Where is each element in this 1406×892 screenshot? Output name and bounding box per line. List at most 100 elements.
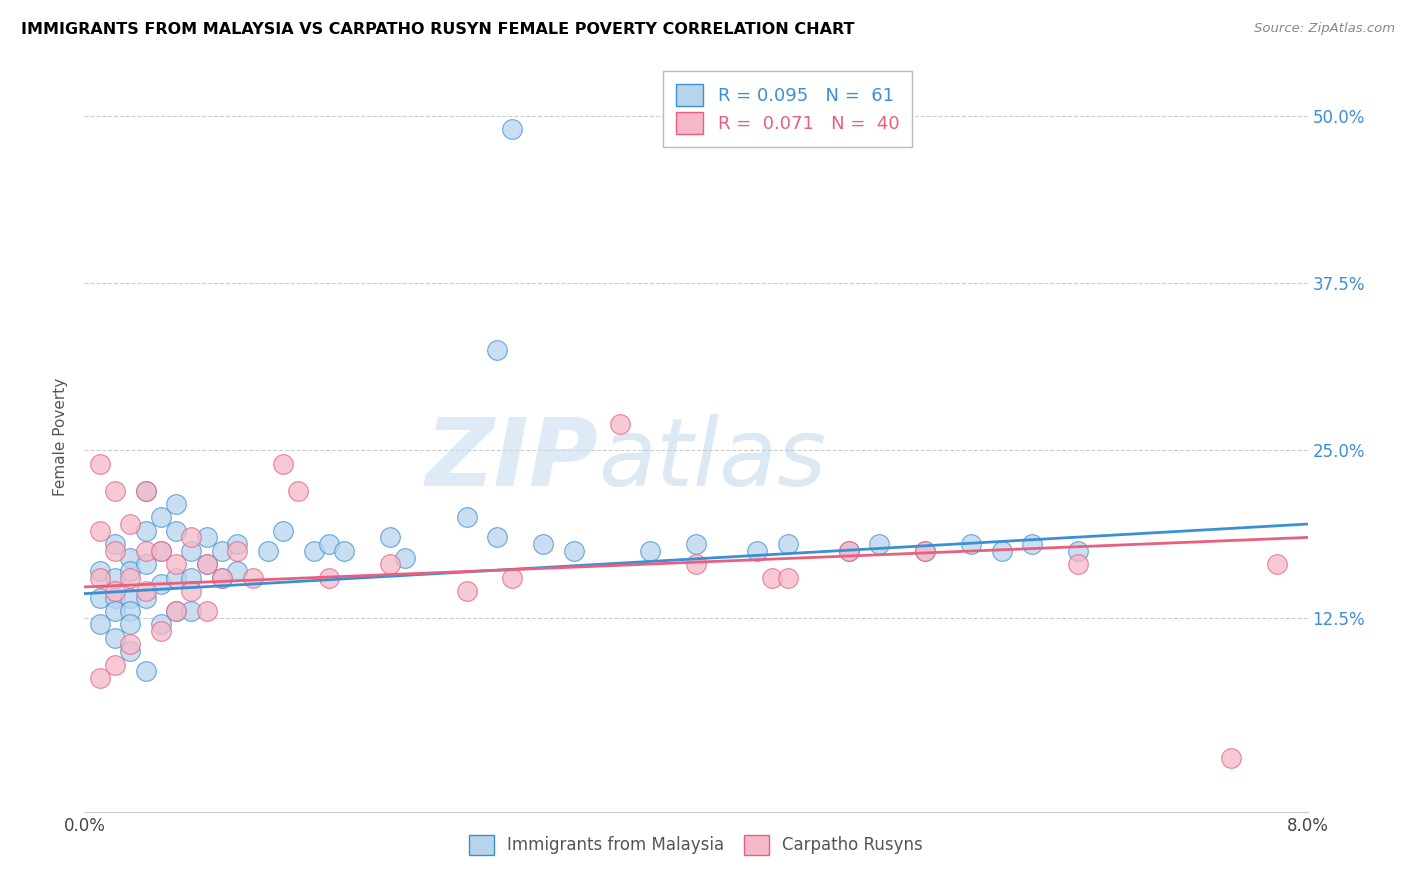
Point [914, 544, 936, 558]
Point [226, 544, 249, 558]
Point [180, 530, 202, 544]
Point [135, 557, 157, 572]
Point [638, 544, 661, 558]
Point [120, 637, 142, 651]
Point [394, 550, 416, 565]
Point [211, 571, 233, 585]
Point [242, 571, 264, 585]
Point [135, 524, 157, 538]
Point [135, 483, 157, 498]
Point [104, 591, 127, 605]
Point [89, 571, 111, 585]
Point [180, 544, 202, 558]
Point [135, 544, 157, 558]
Point [89, 564, 111, 578]
Point [104, 537, 127, 551]
Point [318, 537, 340, 551]
Point [135, 591, 157, 605]
Point [531, 537, 554, 551]
Point [180, 584, 202, 599]
Point [287, 483, 309, 498]
Point [104, 631, 127, 645]
Point [226, 537, 249, 551]
Point [195, 557, 218, 572]
Legend: Immigrants from Malaysia, Carpatho Rusyns: Immigrants from Malaysia, Carpatho Rusyn… [460, 826, 932, 863]
Text: Source: ZipAtlas.com: Source: ZipAtlas.com [1254, 22, 1395, 36]
Point [502, 571, 524, 585]
Point [104, 571, 127, 585]
Point [1220, 751, 1243, 765]
Point [89, 457, 111, 471]
Point [149, 624, 172, 639]
Point [89, 671, 111, 685]
Point [960, 537, 983, 551]
Point [1021, 537, 1043, 551]
Point [195, 557, 218, 572]
Point [456, 510, 478, 524]
Point [120, 517, 142, 532]
Point [120, 571, 142, 585]
Point [165, 524, 187, 538]
Point [104, 483, 127, 498]
Point [302, 544, 325, 558]
Point [104, 604, 127, 618]
Point [257, 544, 280, 558]
Point [104, 657, 127, 672]
Point [149, 617, 172, 632]
Point [149, 510, 172, 524]
Text: IMMIGRANTS FROM MALAYSIA VS CARPATHO RUSYN FEMALE POVERTY CORRELATION CHART: IMMIGRANTS FROM MALAYSIA VS CARPATHO RUS… [21, 22, 855, 37]
Point [149, 577, 172, 591]
Point [271, 457, 294, 471]
Point [165, 497, 187, 511]
Point [776, 537, 799, 551]
Point [226, 564, 249, 578]
Point [195, 530, 218, 544]
Point [838, 544, 860, 558]
Point [271, 524, 294, 538]
Point [165, 571, 187, 585]
Point [562, 544, 585, 558]
Point [180, 571, 202, 585]
Point [486, 530, 509, 544]
Point [685, 557, 707, 572]
Point [1067, 557, 1090, 572]
Point [135, 584, 157, 599]
Point [104, 584, 127, 599]
Point [211, 544, 233, 558]
Point [609, 417, 631, 431]
Point [149, 544, 172, 558]
Point [838, 544, 860, 558]
Point [89, 591, 111, 605]
Point [120, 564, 142, 578]
Point [747, 544, 769, 558]
Point [165, 604, 187, 618]
Point [502, 122, 524, 136]
Point [149, 544, 172, 558]
Point [120, 617, 142, 632]
Point [211, 571, 233, 585]
Point [685, 537, 707, 551]
Point [135, 664, 157, 679]
Point [380, 557, 402, 572]
Text: ZIP: ZIP [425, 414, 598, 506]
Point [776, 571, 799, 585]
Point [120, 550, 142, 565]
Point [120, 604, 142, 618]
Point [869, 537, 891, 551]
Point [1067, 544, 1090, 558]
Point [914, 544, 936, 558]
Point [180, 604, 202, 618]
Point [135, 483, 157, 498]
Point [1265, 557, 1288, 572]
Point [165, 604, 187, 618]
Point [318, 571, 340, 585]
Point [104, 544, 127, 558]
Point [456, 584, 478, 599]
Point [89, 617, 111, 632]
Point [120, 644, 142, 658]
Point [761, 571, 783, 585]
Point [89, 524, 111, 538]
Y-axis label: Female Poverty: Female Poverty [52, 378, 67, 496]
Point [195, 604, 218, 618]
Point [991, 544, 1014, 558]
